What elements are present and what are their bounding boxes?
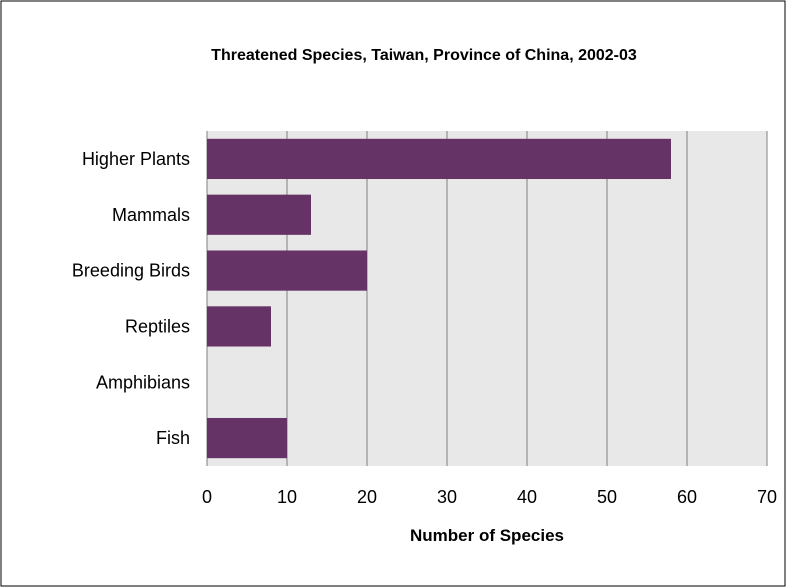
category-label: Breeding Birds: [72, 261, 190, 281]
category-label: Reptiles: [125, 316, 190, 336]
bar-breeding-birds: [207, 250, 367, 291]
plot-area: [207, 131, 767, 466]
category-label: Mammals: [112, 205, 190, 225]
x-tick-label: 0: [202, 487, 212, 507]
category-label: Fish: [156, 428, 190, 448]
x-tick-label: 50: [597, 487, 617, 507]
category-label: Amphibians: [96, 372, 190, 392]
x-tick-label: 40: [517, 487, 537, 507]
chart-title: Threatened Species, Taiwan, Province of …: [211, 47, 637, 64]
bar-mammals: [207, 194, 311, 235]
x-axis-title: Number of Species: [410, 526, 564, 545]
x-tick-label: 20: [357, 487, 377, 507]
category-labels: Higher Plants Mammals Breeding Birds Reptil…: [72, 149, 190, 448]
category-label: Higher Plants: [82, 149, 190, 169]
bar-reptiles: [207, 306, 271, 347]
x-tick-label: 60: [677, 487, 697, 507]
x-tick-labels: 0 10 20 30 40 50 60 70: [202, 487, 777, 507]
x-tick-label: 10: [277, 487, 297, 507]
x-tick-label: 70: [757, 487, 777, 507]
gridlines: [206, 131, 768, 466]
bar-higher-plants: [207, 138, 671, 180]
bars: [207, 138, 671, 459]
bar-fish: [207, 417, 287, 459]
x-tick-label: 30: [437, 487, 457, 507]
